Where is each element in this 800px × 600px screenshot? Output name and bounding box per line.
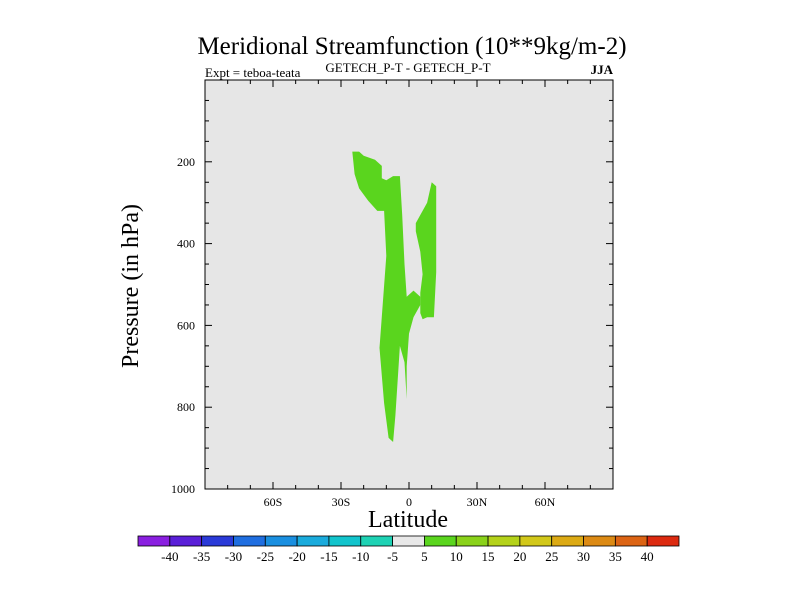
x-tick-label: 30S bbox=[332, 495, 351, 509]
colorbar-swatch bbox=[392, 535, 425, 547]
filled-contour-regions bbox=[352, 151, 437, 442]
colorbar-label: 40 bbox=[641, 549, 654, 564]
colorbar: -40 -35 -30 -25 -20 -15 -10 -5 5 10 15 20 25 30 35 40 bbox=[137, 535, 680, 564]
colorbar-label: 15 bbox=[482, 549, 495, 564]
colorbar-swatch bbox=[233, 535, 266, 547]
colorbar-label: -20 bbox=[288, 549, 305, 564]
colorbar-label: -40 bbox=[161, 549, 178, 564]
colorbar-label: -25 bbox=[257, 549, 274, 564]
right-string-label: JJA bbox=[591, 62, 614, 77]
y-tick-label: 800 bbox=[177, 400, 195, 414]
colorbar-swatch bbox=[551, 535, 584, 547]
colorbar-label: 5 bbox=[421, 549, 428, 564]
colorbar-swatch bbox=[201, 535, 234, 547]
plot-area-background bbox=[205, 80, 613, 489]
x-tick-label: 30N bbox=[467, 495, 488, 509]
colorbar-swatch bbox=[360, 535, 393, 547]
contour-fill-positive-5-to-10-west-branch bbox=[352, 151, 421, 442]
colorbar-swatch bbox=[424, 535, 457, 547]
colorbar-swatch bbox=[646, 535, 680, 547]
left-string-label: Expt = teboa-teata bbox=[205, 65, 301, 80]
x-tick-label: 60S bbox=[264, 495, 283, 509]
colorbar-swatch bbox=[614, 535, 648, 547]
colorbar-swatch bbox=[328, 535, 362, 547]
x-tick-label: 0 bbox=[406, 495, 412, 509]
x-axis-label: Latitude bbox=[368, 507, 448, 533]
y-tick-label: 600 bbox=[177, 318, 195, 332]
colorbar-swatch bbox=[519, 535, 553, 547]
colorbar-swatch bbox=[137, 535, 171, 547]
colorbar-label: 35 bbox=[609, 549, 622, 564]
colorbar-label: -15 bbox=[320, 549, 337, 564]
chart-title: Meridional Streamfunction (10**9kg/m-2) bbox=[197, 33, 626, 60]
colorbar-label: -5 bbox=[387, 549, 398, 564]
colorbar-swatch bbox=[264, 535, 298, 547]
colorbar-swatch bbox=[583, 535, 616, 547]
colorbar-label: -30 bbox=[225, 549, 242, 564]
y-axis-label: Pressure (in hPa) bbox=[118, 204, 144, 368]
y-tick-label: 200 bbox=[177, 155, 195, 169]
colorbar-swatch bbox=[487, 535, 521, 547]
y-axis-ticks: 200 400 600 800 1000 bbox=[171, 79, 613, 496]
colorbar-label: -10 bbox=[352, 549, 369, 564]
colorbar-swatch bbox=[169, 535, 203, 547]
contour-fill-positive-5-to-10-east-branch bbox=[415, 182, 437, 320]
x-tick-label: 60N bbox=[535, 495, 556, 509]
center-string-label: GETECH_P-T - GETECH_P-T bbox=[325, 60, 490, 75]
colorbar-label: -35 bbox=[193, 549, 210, 564]
x-axis-ticks: 60S 30S 0 30N 60N bbox=[204, 80, 614, 509]
colorbar-label: 25 bbox=[545, 549, 558, 564]
colorbar-label: 10 bbox=[450, 549, 463, 564]
y-tick-label: 400 bbox=[177, 237, 195, 251]
colorbar-swatch bbox=[296, 535, 330, 547]
colorbar-label: 30 bbox=[577, 549, 590, 564]
colorbar-swatch bbox=[455, 535, 489, 547]
colorbar-label: 20 bbox=[513, 549, 526, 564]
y-tick-label: 1000 bbox=[171, 482, 195, 496]
